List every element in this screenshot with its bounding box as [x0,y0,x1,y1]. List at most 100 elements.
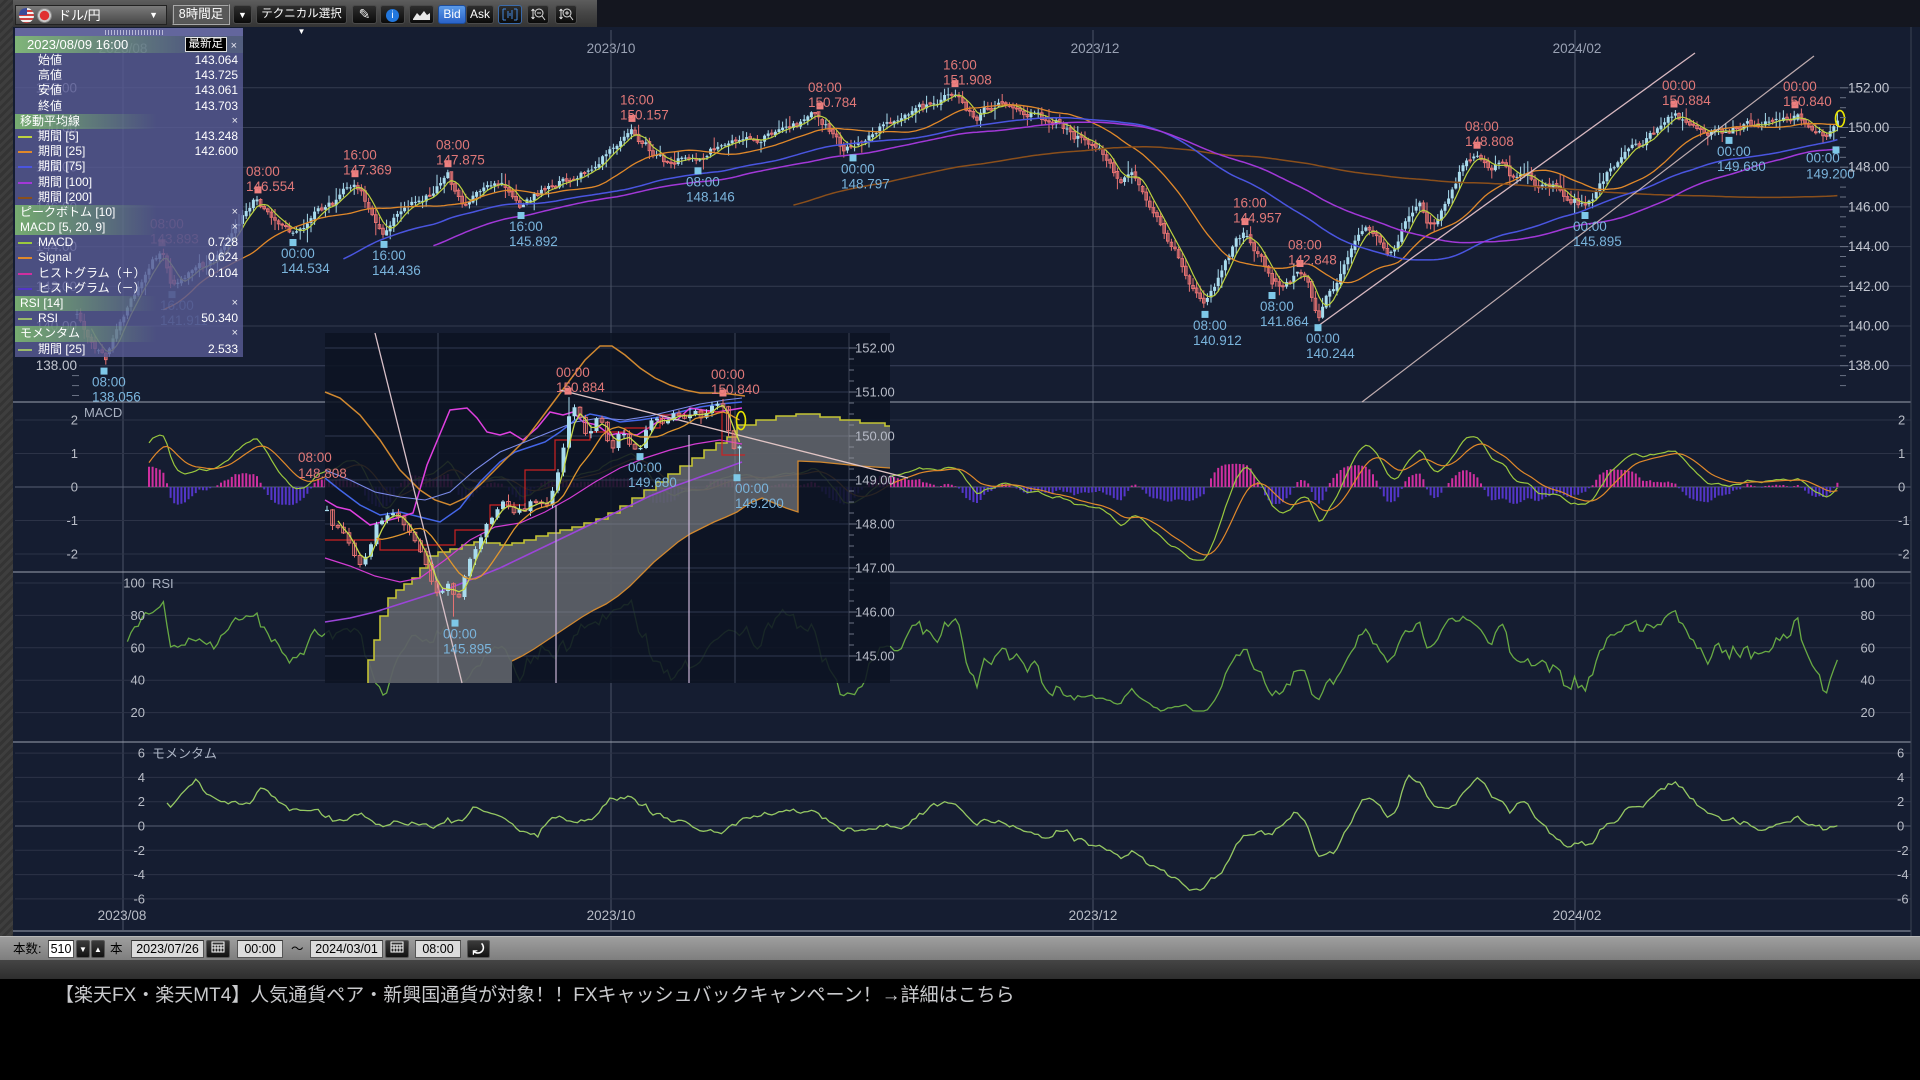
svg-text:4: 4 [138,770,145,785]
svg-text:40: 40 [131,673,145,688]
svg-text:1: 1 [71,446,78,461]
svg-text:138.00: 138.00 [1848,358,1889,373]
svg-text:145.00: 145.00 [855,649,895,664]
svg-text:150.884: 150.884 [556,380,605,395]
svg-text:00:00: 00:00 [556,365,590,380]
svg-text:146.554: 146.554 [246,179,295,194]
svg-text:150.00: 150.00 [1848,120,1889,135]
svg-text:6: 6 [138,746,145,761]
svg-text:100: 100 [1853,576,1875,591]
svg-text:00:00: 00:00 [1717,144,1751,159]
svg-text:-6: -6 [1897,891,1909,906]
svg-text:MACD: MACD [84,405,122,420]
svg-text:140.912: 140.912 [1193,333,1242,348]
svg-text:144.534: 144.534 [281,261,330,276]
svg-text:00:00: 00:00 [735,481,769,496]
svg-text:140.244: 140.244 [1306,346,1355,361]
svg-text:100: 100 [123,576,145,591]
svg-text:80: 80 [1861,608,1875,623]
svg-text:145.892: 145.892 [509,234,558,249]
svg-text:RSI: RSI [152,576,174,591]
svg-text:144.957: 144.957 [1233,211,1282,226]
svg-text:2023/12: 2023/12 [1071,41,1120,56]
svg-text:2: 2 [71,413,78,428]
svg-text:-4: -4 [133,867,145,882]
svg-text:20: 20 [1861,705,1875,720]
svg-text:142.848: 142.848 [1288,253,1337,268]
svg-text:138.056: 138.056 [92,390,141,405]
svg-text:00:00: 00:00 [1806,150,1840,165]
svg-text:2023/10: 2023/10 [587,41,636,56]
svg-text:144.436: 144.436 [372,263,421,278]
svg-text:147.369: 147.369 [343,163,392,178]
svg-text:148.808: 148.808 [298,466,347,481]
svg-text:142.00: 142.00 [1848,279,1889,294]
svg-text:145.895: 145.895 [1573,234,1622,249]
svg-text:2024/02: 2024/02 [1553,41,1602,56]
svg-text:148.00: 148.00 [855,517,895,532]
svg-text:150.840: 150.840 [1783,94,1832,109]
svg-text:149.200: 149.200 [1806,166,1855,181]
svg-text:6: 6 [1897,746,1904,761]
svg-text:00:00: 00:00 [281,246,315,261]
svg-text:16:00: 16:00 [509,219,543,234]
svg-text:16:00: 16:00 [943,58,977,73]
svg-text:0: 0 [138,819,145,834]
svg-text:146.00: 146.00 [1848,199,1889,214]
svg-text:-2: -2 [1898,547,1910,562]
svg-text:2: 2 [1897,794,1904,809]
svg-text:-2: -2 [1897,843,1909,858]
svg-text:08:00: 08:00 [1260,299,1294,314]
svg-text:152.00: 152.00 [1848,80,1889,95]
svg-text:08:00: 08:00 [1288,238,1322,253]
svg-text:08:00: 08:00 [92,375,126,390]
svg-text:08:00: 08:00 [808,80,842,95]
svg-text:60: 60 [1861,640,1875,655]
svg-text:149.00: 149.00 [855,473,895,488]
svg-text:150.840: 150.840 [711,382,760,397]
svg-text:151.00: 151.00 [855,385,895,400]
svg-text:0: 0 [71,480,78,495]
svg-text:60: 60 [131,640,145,655]
svg-text:00:00: 00:00 [1573,219,1607,234]
svg-text:0: 0 [1897,819,1904,834]
svg-text:-1: -1 [1898,513,1910,528]
svg-text:モメンタム: モメンタム [152,746,217,761]
svg-text:144.00: 144.00 [1848,239,1889,254]
svg-text:0: 0 [1898,480,1905,495]
svg-text:150.884: 150.884 [1662,93,1711,108]
svg-text:151.908: 151.908 [943,73,992,88]
svg-text:16:00: 16:00 [343,148,377,163]
svg-text:08:00: 08:00 [246,164,280,179]
svg-text:08:00: 08:00 [1193,318,1227,333]
svg-text:148.797: 148.797 [841,176,890,191]
svg-text:08:00: 08:00 [298,450,332,465]
svg-text:148.146: 148.146 [686,189,735,204]
svg-text:150.157: 150.157 [620,107,669,122]
svg-text:150.784: 150.784 [808,95,857,110]
svg-text:1: 1 [1898,446,1905,461]
svg-text:00:00: 00:00 [1783,79,1817,94]
svg-text:80: 80 [131,608,145,623]
svg-text:00:00: 00:00 [1306,331,1340,346]
svg-text:08:00: 08:00 [436,138,470,153]
svg-text:149.680: 149.680 [1717,159,1766,174]
svg-text:08:00: 08:00 [686,174,720,189]
svg-text:2023/08: 2023/08 [98,908,147,923]
svg-text:147.875: 147.875 [436,153,485,168]
svg-text:141.864: 141.864 [1260,314,1309,329]
svg-text:00:00: 00:00 [711,367,745,382]
svg-text:2: 2 [1898,413,1905,428]
svg-text:150.00: 150.00 [855,429,895,444]
svg-text:-1: -1 [66,513,78,528]
svg-text:-2: -2 [133,843,145,858]
svg-text:2: 2 [138,794,145,809]
svg-text:145.895: 145.895 [443,642,492,657]
svg-text:149.200: 149.200 [735,496,784,511]
svg-text:-6: -6 [133,891,145,906]
svg-text:140.00: 140.00 [1848,319,1889,334]
svg-text:16:00: 16:00 [620,92,654,107]
svg-text:00:00: 00:00 [841,161,875,176]
svg-text:138.00: 138.00 [36,358,77,373]
svg-text:147.00: 147.00 [855,561,895,576]
